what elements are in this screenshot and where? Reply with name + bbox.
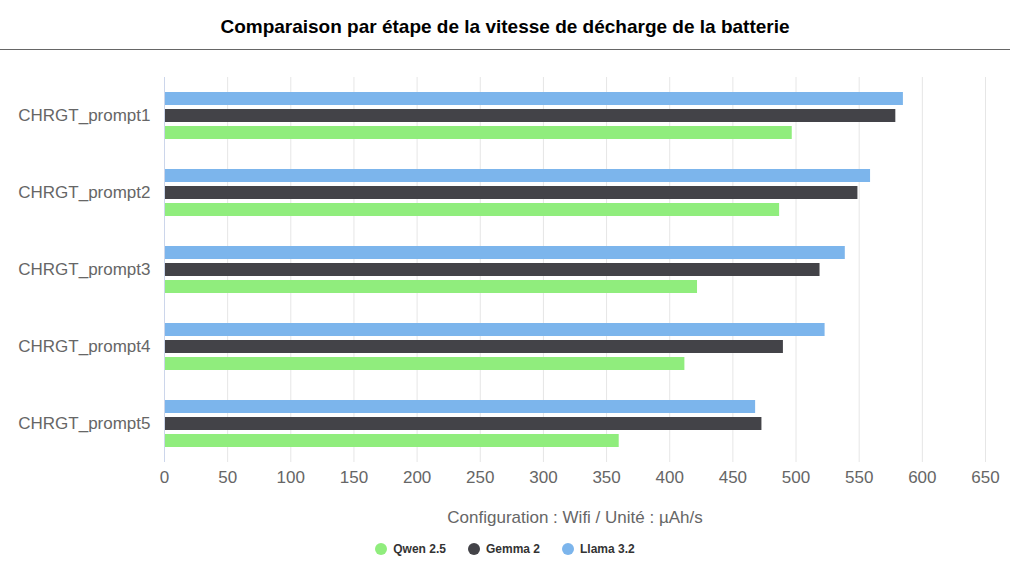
html-text:Llama 3.2: Llama 3.2 — [580, 542, 635, 556]
svg-text:150: 150 — [340, 468, 368, 487]
svg-text:250: 250 — [466, 468, 494, 487]
svg-text:50: 50 — [218, 468, 237, 487]
svg-text:CHRGT_prompt3: CHRGT_prompt3 — [18, 260, 150, 279]
svg-text:0: 0 — [160, 468, 169, 487]
svg-text:300: 300 — [529, 468, 557, 487]
svg-text:CHRGT_prompt4: CHRGT_prompt4 — [18, 337, 150, 356]
svg-text:350: 350 — [592, 468, 620, 487]
svg-text:650: 650 — [971, 468, 999, 487]
svg-text:500: 500 — [782, 468, 810, 487]
svg-text:CHRGT_prompt5: CHRGT_prompt5 — [18, 414, 150, 433]
svg-text:450: 450 — [719, 468, 747, 487]
svg-text:CHRGT_prompt2: CHRGT_prompt2 — [18, 183, 150, 202]
svg-text:200: 200 — [403, 468, 431, 487]
svg-text:100: 100 — [277, 468, 305, 487]
html-text:Comparaison par étape de la vi: Comparaison par étape de la vitesse de d… — [220, 16, 790, 37]
svg-text:600: 600 — [908, 468, 936, 487]
svg-text:Configuration : Wifi / Unité :: Configuration : Wifi / Unité : µAh/s — [447, 508, 702, 527]
svg-text:550: 550 — [845, 468, 873, 487]
svg-text:400: 400 — [656, 468, 684, 487]
svg-text:CHRGT_prompt1: CHRGT_prompt1 — [18, 106, 150, 125]
html-text:Qwen 2.5: Qwen 2.5 — [393, 542, 446, 556]
html-text:Gemma 2: Gemma 2 — [486, 542, 540, 556]
